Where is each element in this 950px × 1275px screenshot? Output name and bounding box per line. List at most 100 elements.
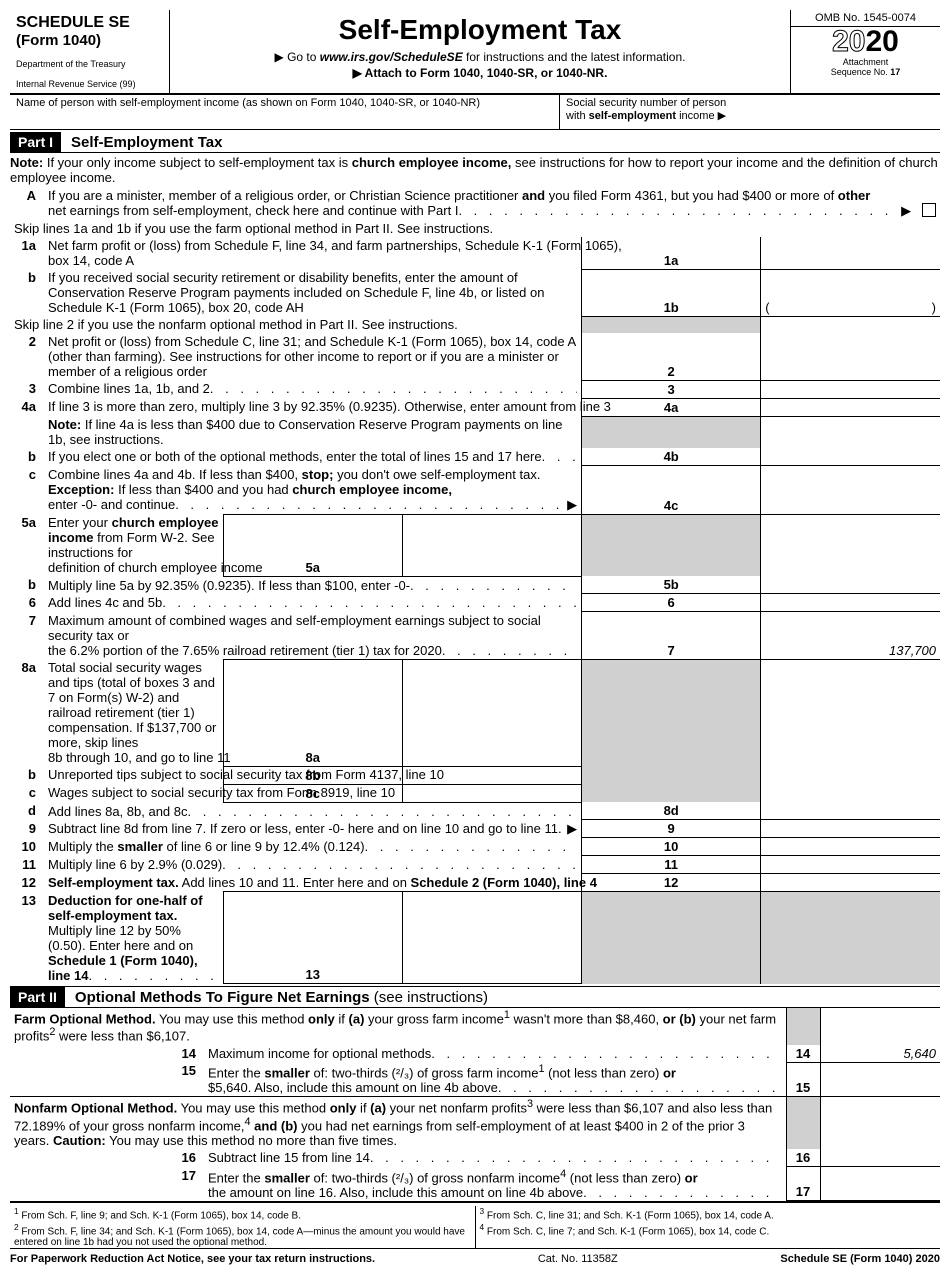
line-a-checkbox[interactable] [922, 203, 936, 217]
l7-amt: 137,700 [761, 612, 940, 660]
l8d-num: d [10, 802, 44, 820]
name-field-label[interactable]: Name of person with self-employment inco… [10, 95, 560, 129]
fn3b: From Sch. C, line 31; and Sch. K-1 (Form… [484, 1211, 774, 1222]
l9-rnum: 9 [582, 820, 761, 838]
l6-dots: . . . . . . . . . . . . . . . . . . . . … [162, 595, 577, 610]
ssn-field-label[interactable]: Social security number of person with se… [560, 95, 940, 129]
l4a-t: If line 3 is more than zero, multiply li… [48, 399, 611, 414]
l12a: Self-employment tax. [48, 875, 179, 890]
footnotes: 1 From Sch. F, line 9; and Sch. K-1 (For… [10, 1201, 940, 1248]
line-7: 7 Maximum amount of combined wages and s… [10, 612, 940, 660]
l15-amt[interactable] [820, 1062, 940, 1097]
attach-line: ▶ Attach to Form 1040, 1040-SR, or 1040-… [178, 66, 782, 80]
fna: Farm Optional Method. [14, 1011, 156, 1026]
part1-table: A If you are a minister, member of a rel… [10, 187, 940, 984]
l10b: smaller [117, 839, 163, 854]
footnotes-left: 1 From Sch. F, line 9; and Sch. K-1 (For… [10, 1206, 475, 1248]
footer-left: For Paperwork Reduction Act Notice, see … [10, 1253, 375, 1265]
line-17: 17 Enter the smaller of: two-thirds (²/₃… [10, 1167, 940, 1201]
l8b-num: b [10, 766, 44, 784]
form-label: (Form 1040) [16, 32, 163, 49]
l3-dots: . . . . . . . . . . . . . . . . . . . . … [210, 381, 577, 396]
l14-amt: 5,640 [820, 1045, 940, 1063]
l4c-e: If less than $400 and you had [114, 482, 292, 497]
l2-amt[interactable] [761, 333, 940, 380]
l6-t: Add lines 4c and 5b [48, 595, 162, 610]
l10-amt[interactable] [761, 838, 940, 856]
l15-dots: . . . . . . . . . . . . . . . . . . . . … [498, 1080, 782, 1095]
line-5a: 5a Enter your church employee income fro… [10, 514, 940, 576]
l4a-amt[interactable] [761, 398, 940, 416]
l9-arrow: ▶ [567, 821, 577, 837]
footer-right: Schedule SE (Form 1040) 2020 [780, 1253, 940, 1265]
l4c-g: enter -0- and continue [48, 497, 175, 513]
nfa: Nonfarm Optional Method. [14, 1101, 177, 1116]
tax-year: 2020 [791, 27, 940, 57]
l11-amt[interactable] [761, 856, 940, 874]
l17-amt[interactable] [820, 1167, 940, 1201]
l12b: Add lines 10 and 11. Enter here and on [179, 875, 411, 890]
l3-num: 3 [10, 380, 44, 398]
ssn-line1: Social security number of person [566, 97, 726, 109]
l1a-num: 1a [10, 237, 44, 269]
l13-mamt[interactable] [402, 892, 581, 984]
skip2-text: Skip line 2 if you use the nonfarm optio… [10, 316, 582, 333]
l8c-mamt[interactable] [402, 784, 581, 802]
l5a-text: Enter your church employee income from F… [44, 514, 223, 576]
l4b-amt[interactable] [761, 448, 940, 466]
line-8a: 8a Total social security wages and tips … [10, 659, 940, 766]
l16-amt[interactable] [820, 1149, 940, 1167]
seqno-label: Sequence No. [831, 67, 891, 77]
nfk: and (b) [254, 1118, 297, 1133]
line-a: A If you are a minister, member of a rel… [10, 187, 940, 220]
dept-1: Department of the Treasury [16, 59, 163, 69]
l1a-amt[interactable] [761, 237, 940, 269]
nfc: only [330, 1101, 357, 1116]
l5a-mamt[interactable] [402, 514, 581, 576]
l10-dots: . . . . . . . . . . . . . . . . . . . . … [365, 839, 578, 854]
la-a: If you are a minister, member of a relig… [48, 188, 522, 203]
l4a-text: If line 3 is more than zero, multiply li… [44, 398, 582, 416]
part-2-label: Part II [10, 987, 65, 1007]
l8d-amt[interactable] [761, 802, 940, 820]
l10c: of line 6 or line 9 by 12.4% (0.124) [163, 839, 365, 854]
l3-t: Combine lines 1a, 1b, and 2 [48, 381, 210, 396]
l6-num: 6 [10, 594, 44, 612]
nfm: Caution: [53, 1133, 106, 1148]
l6-amt[interactable] [761, 594, 940, 612]
l17e: or [685, 1170, 698, 1185]
l3-rnum: 3 [582, 380, 761, 398]
l1b-amt[interactable]: () [761, 269, 940, 316]
l3-amt[interactable] [761, 380, 940, 398]
l5b-amt[interactable] [761, 576, 940, 594]
goto-line: ▶ Go to www.irs.gov/ScheduleSE for instr… [178, 50, 782, 64]
l4b-dots: . . . . . . . . . . . . . . . . . . . . … [542, 449, 577, 464]
line-2: 2 Net profit or (loss) from Schedule C, … [10, 333, 940, 380]
l12c: Schedule 2 (Form 1040), line 4 [411, 875, 597, 890]
l5b-rnum: 5b [582, 576, 761, 594]
l15-text: Enter the smaller of: two-thirds (²/₃) o… [204, 1062, 786, 1097]
nonfarm-note-row: Nonfarm Optional Method. You may use thi… [10, 1097, 940, 1149]
l4c-amt[interactable] [761, 466, 940, 515]
l5b-text: Multiply line 5a by 92.35% (0.9235). If … [44, 576, 582, 594]
l17-text: Enter the smaller of: two-thirds (²/₃) o… [204, 1167, 786, 1201]
l12-rnum: 12 [582, 874, 761, 892]
l4a-note: Note: If line 4a is less than $400 due t… [44, 416, 582, 448]
l8c-num: c [10, 784, 44, 802]
l4c-rnum: 4c [582, 466, 761, 515]
fnc: only [308, 1011, 335, 1026]
l4c-arrow: ▶ [567, 497, 577, 513]
l11-t: Multiply line 6 by 2.9% (0.029) [48, 857, 222, 872]
l16-text: Subtract line 15 from line 14. . . . . .… [204, 1149, 786, 1167]
l2-rnum: 2 [582, 333, 761, 380]
l14-num: 14 [10, 1045, 204, 1063]
church-note: Note: If your only income subject to sel… [10, 152, 940, 187]
line-4b: b If you elect one or both of the option… [10, 448, 940, 466]
l4c-text: Combine lines 4a and 4b. If less than $4… [44, 466, 582, 515]
page-footer: For Paperwork Reduction Act Notice, see … [10, 1248, 940, 1265]
l12-amt[interactable] [761, 874, 940, 892]
l15e: or [663, 1065, 676, 1080]
l9-amt[interactable] [761, 820, 940, 838]
l8a-mamt[interactable] [402, 659, 581, 766]
l14-t: Maximum income for optional methods [208, 1046, 431, 1061]
